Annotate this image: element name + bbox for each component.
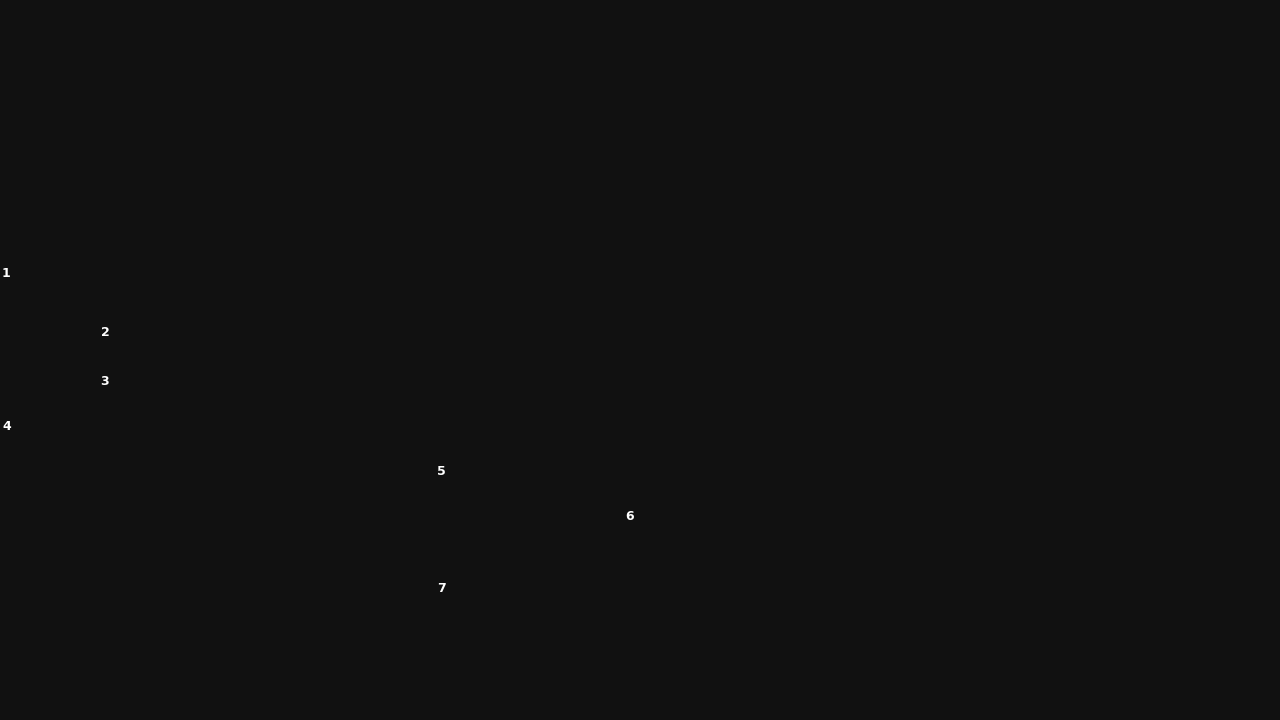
Circle shape: [0, 0, 1280, 720]
Circle shape: [0, 0, 1280, 720]
Circle shape: [0, 0, 1280, 720]
Circle shape: [0, 0, 1280, 720]
Text: Grant the managed identity access to Azure resources/services via Azure Role bas: Grant the managed identity access to Azu…: [189, 404, 712, 414]
Polygon shape: [0, 0, 1280, 720]
Circle shape: [0, 0, 1280, 720]
FancyBboxPatch shape: [0, 0, 1280, 720]
Text: https://169.254.169.254/metad
ata/identity/oauth2/token: https://169.254.169.254/metad ata/identi…: [554, 168, 707, 190]
Polygon shape: [0, 97, 105, 720]
FancyBboxPatch shape: [975, 0, 1280, 309]
Text: 5: 5: [438, 465, 445, 478]
Circle shape: [0, 0, 1280, 720]
Text: 7: 7: [438, 582, 445, 595]
Text: Request token from Entra ID: Request token from Entra ID: [653, 494, 801, 504]
FancyBboxPatch shape: [787, 0, 1153, 309]
Text: Contact target resource using Entra ID token: Contact target resource using Entra ID t…: [493, 566, 727, 576]
Text: Azure resource manager: Azure resource manager: [32, 158, 178, 171]
Text: Update IMDS with the new managed identity: Update IMDS with the new managed identit…: [269, 358, 503, 368]
Ellipse shape: [252, 65, 503, 317]
Text: Create a new managed identity service principal in Entra ID: Create a new managed identity service pr…: [269, 309, 581, 319]
FancyBboxPatch shape: [0, 0, 1280, 720]
Text: Azure virtual machine: Azure virtual machine: [325, 68, 456, 81]
Circle shape: [0, 0, 1280, 720]
Text: 2: 2: [101, 326, 109, 339]
Text: Your
code: Your code: [357, 174, 398, 207]
FancyBboxPatch shape: [431, 0, 829, 329]
Text: Azure Instance
Metadata Service
[IMDS]: Azure Instance Metadata Service [IMDS]: [562, 67, 699, 118]
FancyBboxPatch shape: [99, 0, 1280, 169]
Text: 3: 3: [101, 375, 109, 388]
FancyBboxPatch shape: [0, 0, 1280, 720]
Text: 1: 1: [3, 267, 10, 280]
Text: Resources with
Entra ID
authentication
support: Resources with Entra ID authentication s…: [1116, 103, 1217, 167]
Text: 6: 6: [626, 510, 634, 523]
Text: 4: 4: [3, 420, 10, 433]
Text: Enable managed identities on an Azure Virtual
Machine: Enable managed identities on an Azure Vi…: [113, 230, 356, 252]
FancyBboxPatch shape: [0, 0, 1135, 720]
FancyBboxPatch shape: [0, 0, 1280, 720]
Polygon shape: [105, 97, 1280, 720]
Text: Azure role based
access control: Azure role based access control: [914, 120, 1027, 150]
